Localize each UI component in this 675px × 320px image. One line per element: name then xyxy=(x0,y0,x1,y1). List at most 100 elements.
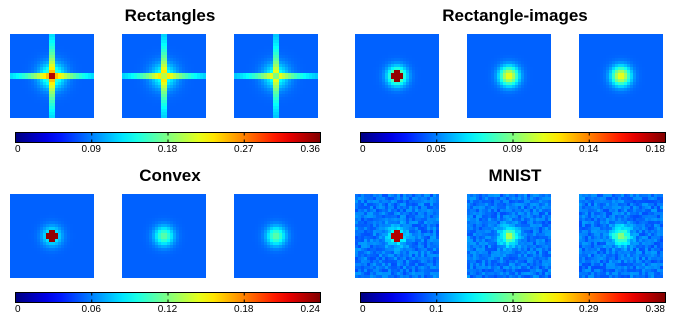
heatmap-cell xyxy=(258,115,262,118)
heatmap-cell xyxy=(412,55,416,59)
heatmap-cell xyxy=(591,67,595,71)
heatmap-cell xyxy=(657,79,661,83)
heatmap-cell xyxy=(85,197,89,201)
heatmap-cell xyxy=(13,197,17,201)
heatmap-cell xyxy=(25,73,29,77)
heatmap-cell xyxy=(373,52,377,56)
heatmap-cell xyxy=(261,82,265,86)
heatmap-cell xyxy=(188,91,192,95)
heatmap-cell xyxy=(376,67,380,71)
heatmap-cell xyxy=(297,34,301,38)
heatmap-cell xyxy=(49,76,53,80)
heatmap-cell xyxy=(545,34,549,38)
heatmap-cell xyxy=(306,37,310,41)
heatmap-cell xyxy=(303,73,307,77)
heatmap-cell xyxy=(582,49,586,53)
heatmap-cell xyxy=(143,34,147,38)
heatmap-cell xyxy=(506,76,510,80)
heatmap-cell xyxy=(49,91,53,95)
heatmap-cell xyxy=(597,70,601,74)
heatmap-cell xyxy=(312,49,316,53)
heatmap-cell xyxy=(654,34,658,38)
heatmap-cell xyxy=(309,37,313,41)
heatmap-cell xyxy=(579,106,583,110)
heatmap-cell xyxy=(25,94,29,98)
heatmap-cell xyxy=(16,100,20,104)
heatmap-cell xyxy=(636,52,640,56)
heatmap-cell xyxy=(270,115,274,118)
heatmap-cell xyxy=(34,94,38,98)
heatmap-cell xyxy=(618,37,622,41)
heatmap-cell xyxy=(294,82,298,86)
heatmap-cell xyxy=(143,55,147,59)
heatmap-cell xyxy=(16,215,20,219)
heatmap-cell xyxy=(55,109,59,113)
heatmap-cell xyxy=(61,52,65,56)
heatmap-cell xyxy=(412,115,416,118)
heatmap-cell xyxy=(515,97,519,101)
heatmap-cell xyxy=(58,61,62,65)
heatmap-cell xyxy=(182,46,186,50)
heatmap-cell xyxy=(657,76,661,80)
heatmap-cell xyxy=(164,91,168,95)
heatmap-cell xyxy=(627,61,631,65)
heatmap-cell xyxy=(179,67,183,71)
heatmap-cell xyxy=(485,70,489,74)
heatmap-cell xyxy=(621,82,625,86)
heatmap-cell xyxy=(22,109,26,113)
heatmap-cell xyxy=(361,103,365,107)
heatmap-cell xyxy=(276,73,280,77)
heatmap-cell xyxy=(618,106,622,110)
heatmap-cell xyxy=(203,67,206,71)
heatmap-cell xyxy=(31,200,35,204)
heatmap-cell xyxy=(427,103,431,107)
heatmap-cell xyxy=(536,85,540,89)
heatmap-cell xyxy=(152,73,156,77)
heatmap-cell xyxy=(382,94,386,98)
heatmap-cell xyxy=(49,100,53,104)
heatmap-cell xyxy=(240,67,244,71)
heatmap-cell xyxy=(67,88,71,92)
heatmap-cell xyxy=(524,46,528,50)
heatmap-cell xyxy=(82,67,86,71)
heatmap-cell xyxy=(494,109,498,113)
heatmap-cell xyxy=(660,73,663,77)
heatmap-cell xyxy=(524,82,528,86)
heatmap-cell xyxy=(660,40,663,44)
heatmap-cell xyxy=(19,52,23,56)
heatmap-cell xyxy=(594,94,598,98)
heatmap-cell xyxy=(297,76,301,80)
heatmap-cell xyxy=(37,88,41,92)
heatmap-cell xyxy=(627,97,631,101)
heatmap-cell xyxy=(267,70,271,74)
heatmap-cell xyxy=(418,67,422,71)
heatmap-cell xyxy=(85,49,89,53)
heatmap-cell xyxy=(424,109,428,113)
heatmap-cell xyxy=(58,197,62,201)
heatmap-cell xyxy=(303,67,307,71)
heatmap-cell xyxy=(67,52,71,56)
heatmap-cell xyxy=(548,115,551,118)
heatmap-cell xyxy=(494,70,498,74)
heatmap-cell xyxy=(31,212,35,216)
heatmap-cell xyxy=(246,73,250,77)
heatmap-cell xyxy=(179,100,183,104)
heatmap-cell xyxy=(161,85,165,89)
heatmap-cell xyxy=(621,94,625,98)
heatmap-cell xyxy=(600,61,604,65)
heatmap-cell xyxy=(182,115,186,118)
heatmap-cell xyxy=(194,61,198,65)
heatmap-cell xyxy=(188,46,192,50)
heatmap-cell xyxy=(509,64,513,68)
heatmap-cell xyxy=(427,40,431,44)
heatmap-cell xyxy=(527,49,531,53)
heatmap-cell xyxy=(267,43,271,47)
heatmap-cell xyxy=(512,109,516,113)
heatmap-cell xyxy=(273,112,277,116)
heatmap-cell xyxy=(376,61,380,65)
heatmap-cell xyxy=(660,85,663,89)
heatmap-cell xyxy=(155,52,159,56)
heatmap-cell xyxy=(621,109,625,113)
heatmap-cell xyxy=(61,79,65,83)
heatmap-cell xyxy=(545,67,549,71)
